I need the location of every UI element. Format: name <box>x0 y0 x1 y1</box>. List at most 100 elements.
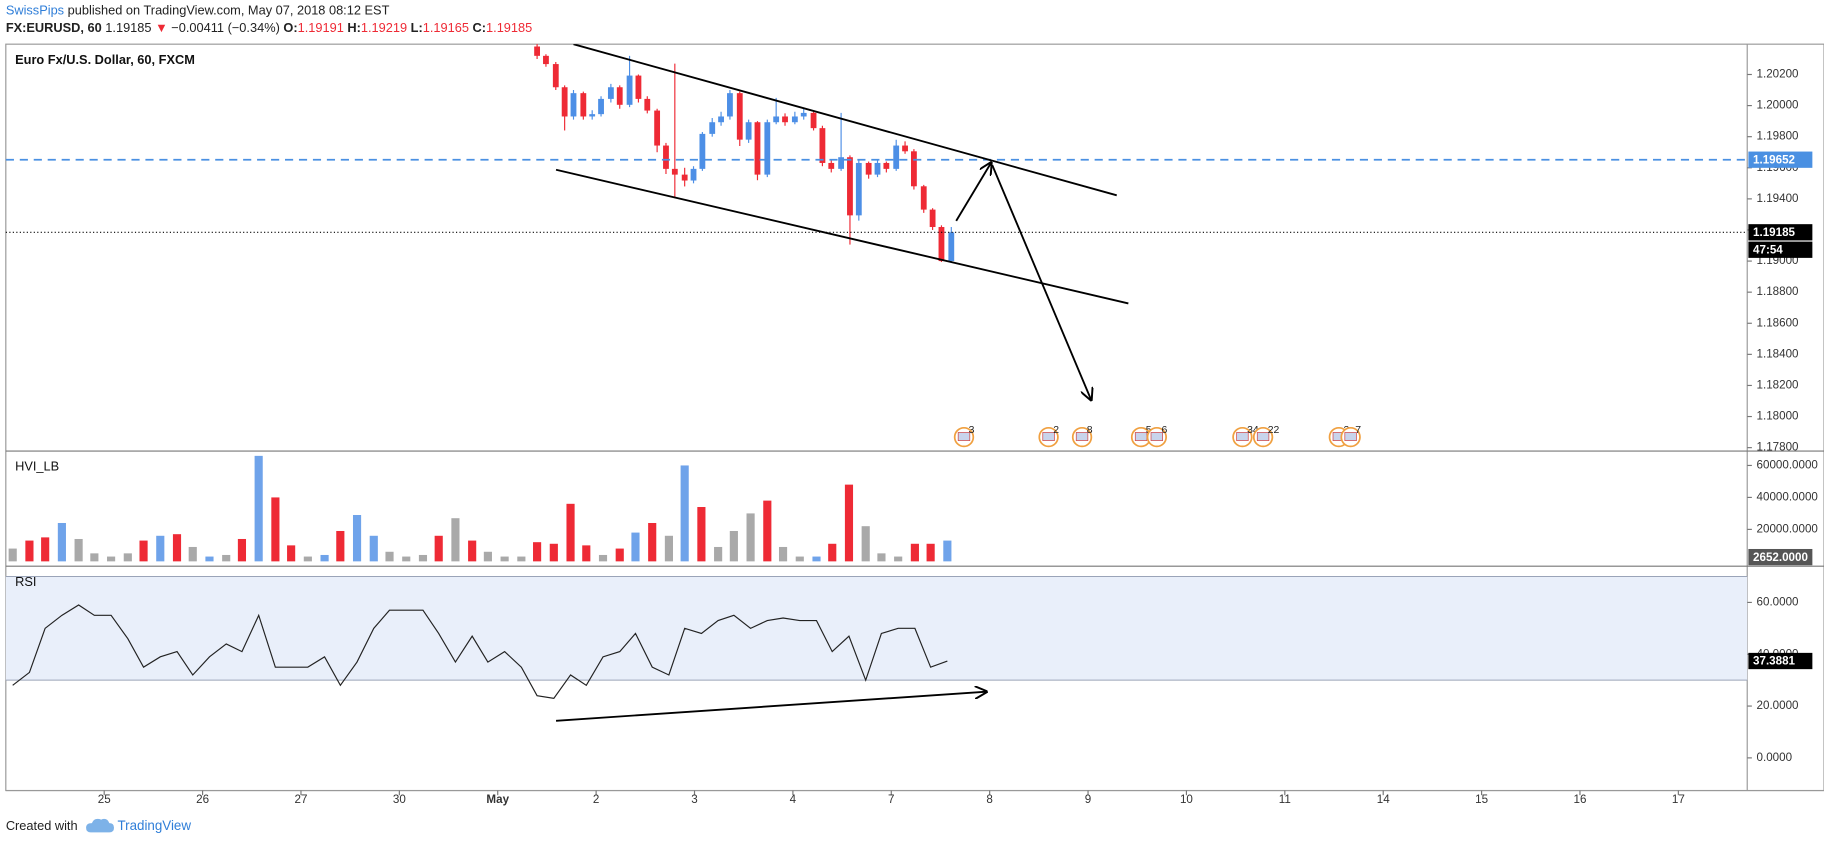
low-label: L: <box>411 20 423 35</box>
volume-bar <box>320 554 329 562</box>
candle-body <box>607 87 614 99</box>
pane-candlestick <box>534 44 955 263</box>
volume-bar <box>451 518 460 562</box>
volume-bar <box>943 540 952 562</box>
volume-bar <box>549 543 558 562</box>
pane-line <box>5 576 1748 699</box>
volume-bar <box>41 537 50 562</box>
countdown-label-bg <box>1748 241 1813 258</box>
volume-last-label: 2652.0000 <box>1748 548 1813 566</box>
channel-lower <box>555 168 1129 305</box>
y-tick-label: 1.18000 <box>1757 410 1799 423</box>
volume-bar <box>746 513 755 562</box>
event-flag <box>1150 432 1163 441</box>
candle-body <box>654 110 661 146</box>
volume-bar <box>795 556 804 562</box>
y-tick-label: 60.0000 <box>1757 595 1799 608</box>
drawings <box>555 44 1129 400</box>
y-tick-label: 1.18400 <box>1757 347 1799 360</box>
candle-body <box>865 162 872 175</box>
event-icon[interactable]: 34 <box>1232 425 1259 448</box>
candle-body <box>561 87 568 117</box>
event-icon[interactable]: 7 <box>1340 425 1361 448</box>
y-tick-label: 1.18800 <box>1757 285 1799 298</box>
event-icon[interactable]: 6 <box>1146 425 1168 448</box>
event-flag <box>1256 432 1270 441</box>
horizontal-line-label-text: 1.19652 <box>1753 153 1795 166</box>
channel-upper <box>573 44 1117 197</box>
volume-bar <box>828 543 837 562</box>
x-tick-label: 3 <box>691 793 697 806</box>
candle-body <box>671 168 678 175</box>
volume-bar <box>57 522 66 562</box>
volume-bar <box>468 540 477 562</box>
author[interactable]: SwissPips <box>6 3 64 18</box>
price-label: 1.19185 <box>1748 224 1813 241</box>
event-icon[interactable]: 2 <box>1038 425 1059 448</box>
candle-body <box>883 162 890 169</box>
candle-body <box>736 93 743 140</box>
rsi-line <box>12 604 948 699</box>
volume-bar <box>123 553 132 562</box>
x-tick-label: 15 <box>1475 793 1488 806</box>
open: 1.19191 <box>298 20 344 35</box>
event-icon[interactable]: 5 <box>1130 425 1152 448</box>
x-tick-label: 16 <box>1574 793 1587 806</box>
volume-bar <box>352 515 362 562</box>
x-tick-label: 14 <box>1377 793 1390 806</box>
candle-body <box>709 122 716 134</box>
candle-body <box>920 186 927 210</box>
volume-bar <box>74 538 83 562</box>
x-tick-label: 9 <box>1085 793 1091 806</box>
candle-body <box>663 145 669 169</box>
x-tick-label: 17 <box>1672 793 1685 806</box>
y-tick-label: 1.17800 <box>1757 441 1799 454</box>
volume-bar <box>664 535 674 562</box>
pane-title: Euro Fx/U.S. Dollar, 60, FXCM <box>15 52 195 67</box>
volume-last-label-bg <box>1748 548 1813 566</box>
candle-body <box>893 145 900 169</box>
volume-bar <box>500 556 509 562</box>
y-tick-label: 1.20200 <box>1757 68 1799 81</box>
volume-bar <box>336 530 345 562</box>
y-tick-label: 20000.0000 <box>1757 522 1818 535</box>
x-tick-label: 30 <box>393 793 406 806</box>
candle-body <box>764 122 771 175</box>
x-tick-label: May <box>486 793 509 806</box>
volume-bar <box>533 542 542 562</box>
high: 1.19219 <box>361 20 407 35</box>
volume-bar <box>483 551 492 562</box>
event-label: 7 <box>1355 425 1361 436</box>
event-icon[interactable]: 3 <box>953 425 975 448</box>
header-line-1: SwissPips published on TradingView.com, … <box>6 3 390 18</box>
volume-bar <box>926 543 935 562</box>
last: 1.19185 <box>105 20 151 35</box>
pane-bar <box>8 455 952 562</box>
event-icon[interactable]: 22 <box>1252 425 1280 448</box>
horizontal-line-label-bg <box>1748 151 1813 168</box>
close-label: C: <box>473 20 487 35</box>
y-tick-label: 1.19800 <box>1757 130 1799 143</box>
pane-title: HVI_LB <box>15 459 59 474</box>
volume-bar <box>434 535 443 562</box>
volume-bar <box>222 554 231 562</box>
volume-bar <box>287 545 296 562</box>
volume-bar <box>714 546 723 562</box>
price-label-bg <box>1748 224 1813 241</box>
volume-bar <box>8 548 17 562</box>
volume-bar <box>763 500 772 562</box>
candle-body <box>635 75 642 99</box>
footer-brand[interactable]: TradingView <box>117 818 191 833</box>
candle-body <box>552 64 559 88</box>
volume-bar <box>205 556 214 562</box>
candle-body <box>838 157 845 169</box>
candle-body <box>543 55 549 65</box>
event-icon[interactable]: 8 <box>1071 425 1093 448</box>
x-tick-label: 11 <box>1279 793 1291 806</box>
volume-bar <box>615 548 624 562</box>
rsi-last-label-bg <box>1748 652 1813 670</box>
volume-bar <box>697 507 706 562</box>
event-label: 2 <box>1053 425 1059 436</box>
y-tick-label: 1.20000 <box>1757 99 1799 112</box>
